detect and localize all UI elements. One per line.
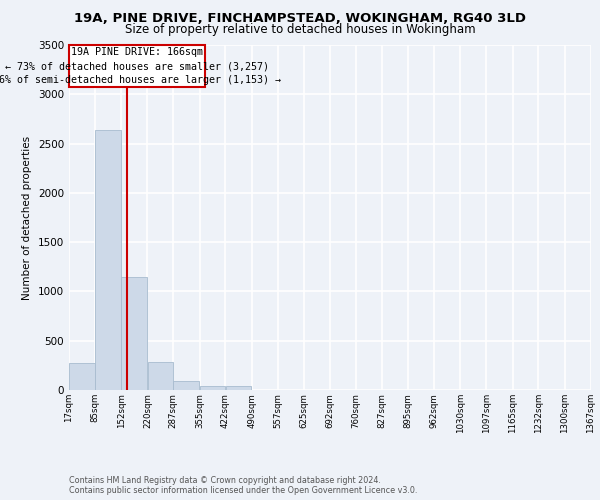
- Text: 26% of semi-detached houses are larger (1,153) →: 26% of semi-detached houses are larger (…: [0, 75, 281, 85]
- Text: 19A, PINE DRIVE, FINCHAMPSTEAD, WOKINGHAM, RG40 3LD: 19A, PINE DRIVE, FINCHAMPSTEAD, WOKINGHA…: [74, 12, 526, 26]
- Text: Contains HM Land Registry data © Crown copyright and database right 2024.: Contains HM Land Registry data © Crown c…: [69, 476, 381, 485]
- Bar: [121, 276, 147, 390]
- Bar: [226, 386, 251, 390]
- Text: Contains public sector information licensed under the Open Government Licence v3: Contains public sector information licen…: [69, 486, 418, 495]
- Text: Size of property relative to detached houses in Wokingham: Size of property relative to detached ho…: [125, 24, 475, 36]
- Bar: [200, 386, 226, 390]
- Bar: [69, 364, 95, 390]
- Bar: [173, 381, 199, 390]
- Text: ← 73% of detached houses are smaller (3,257): ← 73% of detached houses are smaller (3,…: [5, 61, 269, 71]
- Text: 19A PINE DRIVE: 166sqm: 19A PINE DRIVE: 166sqm: [71, 48, 203, 58]
- Y-axis label: Number of detached properties: Number of detached properties: [22, 136, 32, 300]
- Bar: [148, 362, 173, 390]
- Bar: [95, 130, 121, 390]
- FancyBboxPatch shape: [69, 45, 205, 88]
